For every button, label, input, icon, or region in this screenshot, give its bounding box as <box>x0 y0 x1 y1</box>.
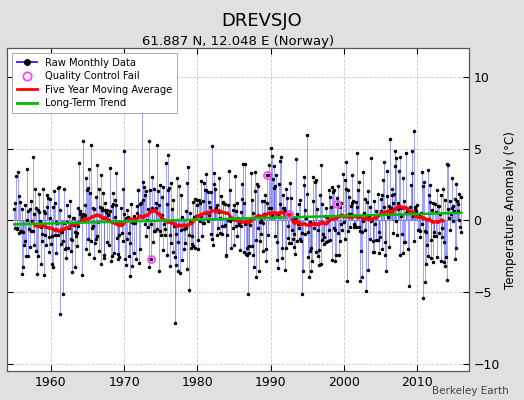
Y-axis label: Temperature Anomaly (°C): Temperature Anomaly (°C) <box>504 131 517 288</box>
Title: 61.887 N, 12.048 E (Norway): 61.887 N, 12.048 E (Norway) <box>141 35 334 48</box>
Text: Berkeley Earth: Berkeley Earth <box>432 386 508 396</box>
Text: DREVSJO: DREVSJO <box>222 12 302 30</box>
Legend: Raw Monthly Data, Quality Control Fail, Five Year Moving Average, Long-Term Tren: Raw Monthly Data, Quality Control Fail, … <box>12 53 177 114</box>
